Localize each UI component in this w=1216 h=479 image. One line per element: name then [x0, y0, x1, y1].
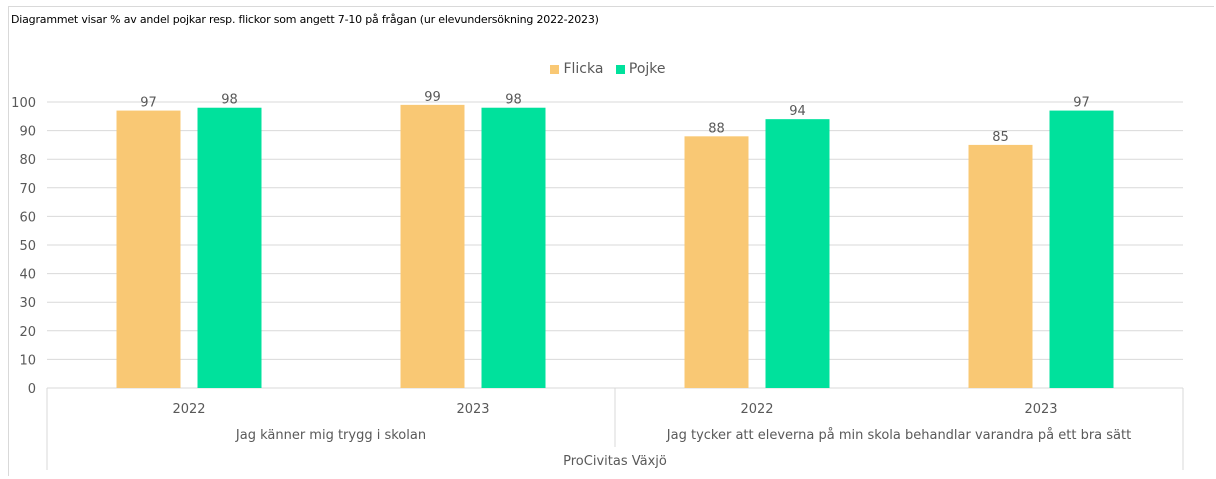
- x-group-label-question: Jag känner mig trygg i skolan: [235, 428, 426, 443]
- x-group-label-question: Jag tycker att eleverna på min skola beh…: [666, 428, 1131, 443]
- y-tick-label: 80: [19, 153, 36, 168]
- bar-pojke: [481, 107, 546, 388]
- y-tick-label: 100: [11, 96, 36, 111]
- x-tick-label-year: 2023: [1024, 402, 1057, 417]
- legend-item-flicka: Flicka: [550, 61, 603, 77]
- data-label: 97: [140, 96, 157, 111]
- data-label: 98: [505, 93, 522, 108]
- bar-flicka: [400, 104, 465, 389]
- x-tick-label-year: 2023: [456, 402, 489, 417]
- y-tick-label: 0: [28, 382, 36, 397]
- legend-label-flicka: Flicka: [563, 61, 604, 77]
- legend: Flicka Pojke: [0, 61, 1216, 78]
- y-tick-label: 40: [19, 268, 36, 283]
- data-label: 97: [1073, 96, 1090, 111]
- data-label: 94: [789, 104, 806, 119]
- y-tick-label: 50: [19, 239, 36, 254]
- bar-pojke: [1049, 110, 1114, 388]
- bar-pojke: [197, 107, 262, 388]
- legend-swatch-pojke: [615, 64, 625, 74]
- y-tick-label: 90: [19, 125, 36, 140]
- x-group-label-school: ProCivitas Växjö: [563, 454, 667, 469]
- x-tick-label-year: 2022: [172, 402, 205, 417]
- x-tick-label-year: 2022: [740, 402, 773, 417]
- data-label: 85: [992, 130, 1009, 145]
- legend-item-pojke: Pojke: [615, 61, 666, 77]
- data-label: 88: [708, 121, 725, 136]
- bar-pojke: [765, 119, 830, 388]
- bar-flicka: [684, 136, 749, 388]
- y-tick-label: 70: [19, 182, 36, 197]
- bar-flicka: [968, 144, 1033, 388]
- legend-swatch-flicka: [550, 64, 560, 74]
- chart-caption: Diagrammet visar % av andel pojkar resp.…: [11, 13, 599, 26]
- y-tick-label: 30: [19, 296, 36, 311]
- chart-frame: [8, 6, 1214, 476]
- y-tick-label: 60: [19, 210, 36, 225]
- data-label: 98: [221, 93, 238, 108]
- bar-flicka: [116, 110, 181, 388]
- y-tick-label: 10: [19, 353, 36, 368]
- data-label: 99: [424, 90, 441, 105]
- y-tick-label: 20: [19, 325, 36, 340]
- legend-label-pojke: Pojke: [628, 61, 666, 77]
